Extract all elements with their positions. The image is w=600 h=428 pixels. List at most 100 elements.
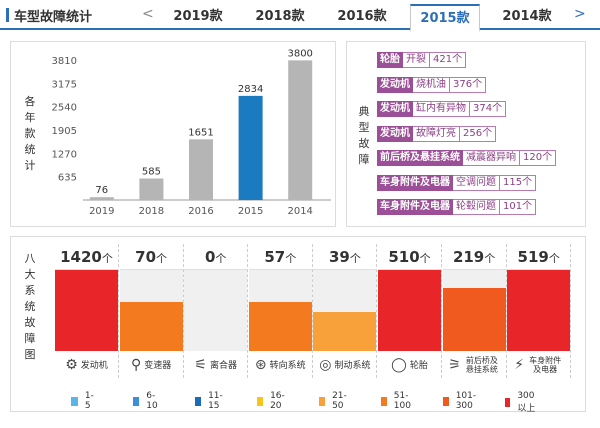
legend-swatch [71,396,78,406]
tab-2016[interactable]: 2016款 [337,9,387,24]
system-column-engine[interactable]: 1420个 ⚙ 发动机 [55,244,119,378]
system-count: 57个 [248,244,312,270]
tab-2018[interactable]: 2018款 [255,9,305,24]
issue-count: 101个 [500,199,537,215]
legend-swatch [319,396,326,406]
system-name: 制动系统 [334,361,371,371]
next-arrow-icon[interactable]: > [574,6,586,22]
bar-2014[interactable] [288,60,313,200]
legend-label: 11-15 [208,391,223,411]
issue-item[interactable]: 发动机 缸内有异物 374个 [377,101,507,117]
system-count: 519个 [507,244,571,270]
legend-item: 21-50 [319,391,350,411]
system-count-unit: 个 [215,252,227,265]
bar-2016[interactable] [189,139,213,200]
issue-system-tag: 前后桥及悬挂系统 [377,150,463,166]
system-count-value: 57 [264,248,286,266]
system-level-fill [378,270,441,351]
bar-value-label: 585 [142,167,161,178]
bar-2015[interactable] [238,95,263,200]
y-tick-label: 1270 [52,149,77,160]
system-count: 1420个 [55,244,118,270]
header: 车型故障统计 < 2019款 2018款 2016款 2015款 2014款 > [0,0,600,32]
issue-item[interactable]: 车身附件及电器 空调问题 115个 [377,174,537,191]
bar-chart: 635 1270 1905 2540 3175 3810 76 2019 585 2018 1651… [52,48,331,217]
x-tick-label: 2015 [238,206,263,217]
gearbox-icon: ⚲ [130,356,142,373]
legend-swatch [381,396,387,406]
clutch-icon: ⚟ [194,356,207,373]
systems-title: 八大系统故障图 [24,252,36,361]
issue-problem: 故障灯亮 [413,125,460,142]
system-level-area [442,270,506,351]
system-name: 转向系统 [269,361,306,371]
system-label: ⚙ 发动机 [55,351,118,378]
bar-2018[interactable] [139,178,164,200]
system-level-fill [248,302,312,351]
issue-item[interactable]: 车身附件及电器 轮毂问题 101个 [377,199,537,215]
bar-value-label: 2834 [238,84,263,95]
y-tick-label: 3175 [52,79,77,90]
system-column-body-electric[interactable]: 519个 ⚡ 车身附件及电器 [507,244,572,378]
system-level-area [313,270,377,351]
system-count-unit: 个 [101,252,113,265]
tab-2015[interactable]: 2015款 [410,4,480,32]
body-electric-icon: ⚡ [514,356,525,373]
legend-item: 6-10 [133,391,160,411]
legend-swatch [443,396,449,406]
system-column-suspension[interactable]: 219个 ⚞ 前后桥及悬挂系统 [442,244,507,378]
system-column-steering[interactable]: 57个 ⊛ 转向系统 [248,244,313,378]
system-count-value: 70 [135,248,157,266]
system-level-fill [507,270,571,351]
system-name: 发动机 [80,361,108,371]
issue-system-tag: 发动机 [377,125,413,142]
system-column-clutch[interactable]: 0个 ⚟ 离合器 [184,244,249,378]
system-count-value: 519 [517,248,549,266]
issue-item[interactable]: 发动机 烧机油 376个 [377,76,487,93]
legend-item: 16-20 [257,391,288,411]
legend-item: 1-5 [71,391,96,411]
system-count-unit: 个 [548,252,560,265]
system-count-unit: 个 [349,252,361,265]
tab-2019[interactable]: 2019款 [173,9,223,24]
steering-icon: ⊛ [254,356,267,373]
page-title: 车型故障统计 [14,10,93,25]
system-name: 前后桥及悬挂系统 [465,355,498,374]
system-label: ⚡ 车身附件及电器 [507,351,570,378]
engine-icon: ⚙ [65,356,78,373]
y-tick-label: 635 [58,173,77,184]
system-count: 219个 [442,244,506,270]
issue-item[interactable]: 轮胎 开裂 421个 [377,52,467,68]
chart-axis-title: 各年款统计 [24,95,36,172]
bar-value-label: 3800 [287,48,312,59]
system-level-fill [313,312,377,351]
system-name: 变速器 [144,361,172,371]
bar-value-label: 76 [95,185,108,196]
brake-icon: ◎ [319,356,332,373]
issue-count: 120个 [520,150,557,166]
x-tick-label: 2018 [139,206,164,217]
issue-count: 256个 [460,125,497,142]
legend-swatch [195,396,202,406]
system-column-tire[interactable]: 510个 ◯ 轮胎 [378,244,442,378]
system-name: 轮胎 [409,361,428,371]
y-tick-label: 1905 [52,126,77,137]
system-count-value: 39 [328,248,350,266]
system-column-gearbox[interactable]: 70个 ⚲ 变速器 [119,244,184,378]
system-count-unit: 个 [285,252,297,265]
legend-label: 6-10 [146,391,158,411]
bar-2019[interactable] [89,197,114,200]
tab-2014[interactable]: 2014款 [502,9,552,24]
issue-system-tag: 车身附件及电器 [377,174,453,191]
system-column-brake[interactable]: 39个 ◎ 制动系统 [313,244,378,378]
issue-item[interactable]: 发动机 故障灯亮 256个 [377,125,497,142]
issue-item[interactable]: 前后桥及悬挂系统 减震器异响 120个 [377,150,557,166]
suspension-icon: ⚞ [448,356,461,373]
system-count-value: 219 [452,248,485,266]
system-label: ◯ 轮胎 [378,351,441,378]
model-year-chart-panel: 各年款统计 635 1270 1905 2540 3175 3810 76 2019 585 20… [10,41,336,227]
system-level-area [248,270,312,351]
prev-arrow-icon[interactable]: < [142,6,154,22]
issue-problem: 减震器异响 [463,150,520,166]
system-label: ◎ 制动系统 [313,351,376,378]
